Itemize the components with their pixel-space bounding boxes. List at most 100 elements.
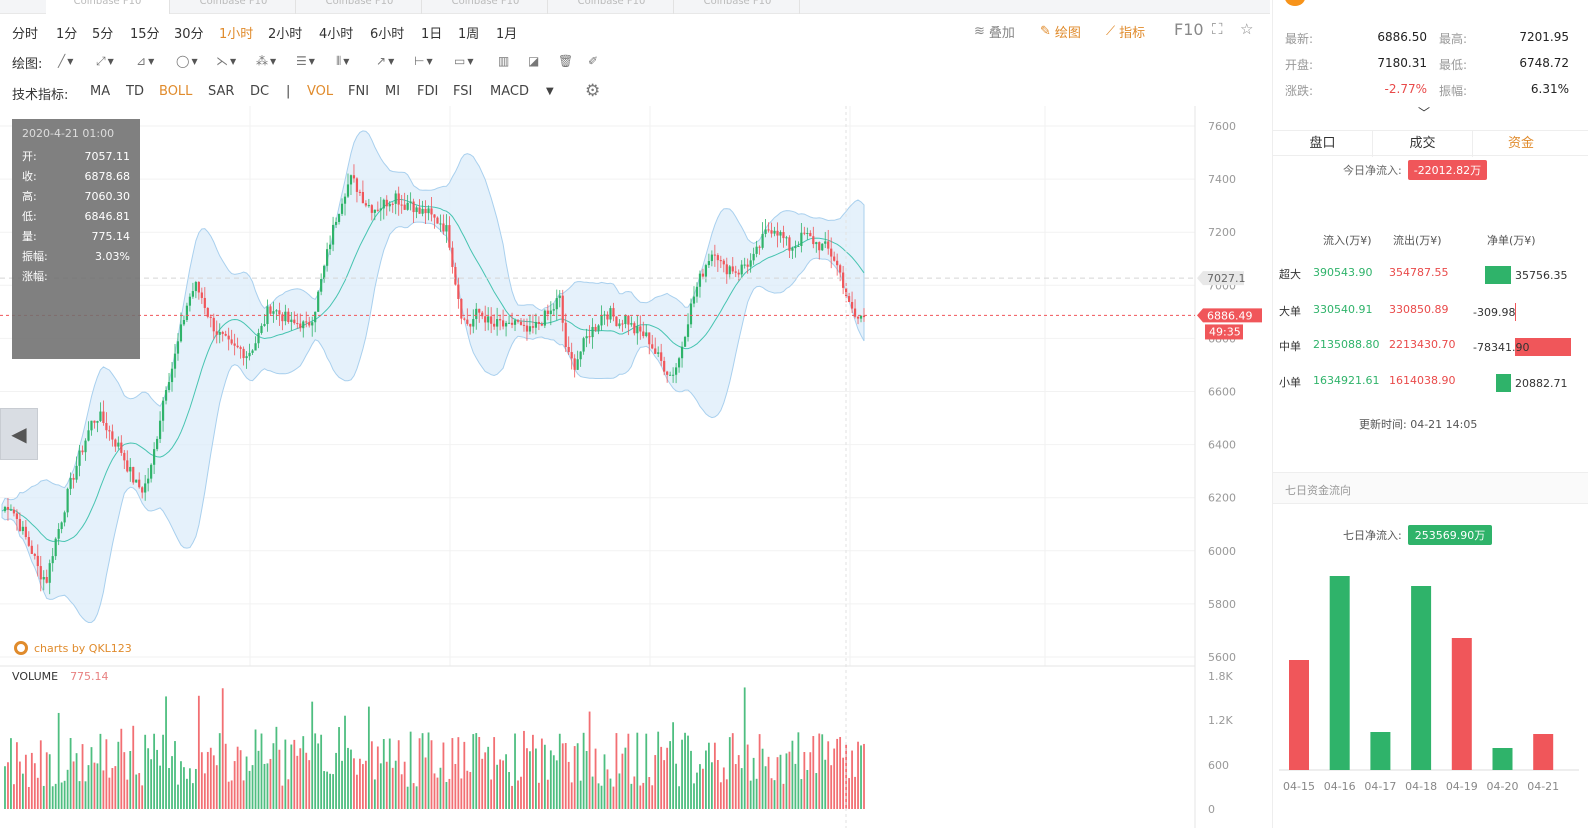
indicator-td[interactable]: TD (126, 84, 144, 99)
volume-bar (761, 748, 764, 809)
candle-body (847, 296, 851, 303)
interval-1mo[interactable]: 1月 (496, 27, 518, 42)
candle-body (543, 310, 546, 326)
interval-30m[interactable]: 30分 (174, 27, 204, 42)
gann-tool-icon[interactable]: ⦀ ▼ (336, 53, 350, 68)
interval-15m[interactable]: 15分 (130, 27, 160, 42)
indicator-boll[interactable]: BOLL (159, 84, 193, 99)
pattern-tool-icon[interactable]: ⁂ ▼ (256, 54, 277, 68)
candle-body (853, 308, 857, 317)
volume-bar (66, 769, 69, 809)
volume-bar (350, 749, 352, 809)
kline-chart-svg[interactable]: 7600740072007000680066006400620060005800… (0, 106, 1270, 828)
pitchfork-tool-icon[interactable]: ⋋ ▼ (216, 54, 237, 68)
volume-bar (209, 747, 212, 809)
indicator-fsi[interactable]: FSI (453, 84, 473, 99)
volume-bar (362, 764, 364, 809)
overlay-button[interactable]: ≋ 叠加 (974, 22, 1015, 41)
volume-bar (189, 768, 191, 809)
indicator-vol[interactable]: VOL (307, 84, 334, 99)
volume-bar (451, 738, 454, 809)
interval-6h[interactable]: 6小时 (370, 27, 405, 42)
exchange-tab[interactable]: Coinbase F10 (46, 0, 170, 14)
exchange-tab[interactable]: Coinbase F10 (550, 0, 674, 14)
interval-fenshi[interactable]: 分时 (12, 27, 39, 42)
candle-body (680, 346, 684, 359)
trash-icon[interactable]: 🗑 (558, 54, 574, 68)
fibonacci-tool-icon[interactable]: ☰ ▼ (296, 54, 315, 68)
indicator-button[interactable]: ⟋ 指标 (1106, 22, 1145, 41)
candle-body (147, 478, 150, 484)
interval-2h[interactable]: 2小时 (268, 27, 303, 42)
indicator-mi[interactable]: MI (385, 84, 401, 99)
indicator-fdi[interactable]: FDI (417, 84, 439, 99)
indicator-sar[interactable]: SAR (208, 84, 235, 99)
arrow-tool-icon[interactable]: ↗ ▼ (376, 54, 395, 68)
kline-chart[interactable]: 7600740072007000680066006400620060005800… (0, 106, 1270, 828)
candle-body (510, 322, 514, 325)
interval-1h[interactable]: 1小时 (219, 27, 254, 42)
line-tool-icon[interactable]: ╱ ▼ (58, 54, 74, 68)
ray-tool-icon[interactable]: ⤢ ▼ (96, 53, 114, 68)
f10-button[interactable]: F10 (1174, 20, 1204, 39)
candle-body (9, 509, 13, 511)
interval-5m[interactable]: 5分 (92, 27, 114, 42)
candle-body (278, 310, 281, 315)
tab-orderbook[interactable]: 盘口 (1273, 131, 1373, 157)
tab-funds[interactable]: 资金 (1507, 136, 1534, 151)
measure-tool-icon[interactable]: ⊢ ▼ (414, 54, 433, 68)
fullscreen-icon[interactable]: ⛶ (1212, 20, 1223, 38)
tab-trades[interactable]: 成交 (1373, 131, 1473, 157)
exchange-tab[interactable]: Coinbase F10 (424, 0, 548, 14)
candle-body (132, 466, 135, 483)
exchange-tab[interactable]: Coinbase F10 (172, 0, 296, 14)
volume-bar (827, 741, 830, 809)
volume-bar (684, 732, 686, 809)
circle-tool-icon[interactable]: ◯ ▼ (176, 54, 198, 68)
candle-body (349, 175, 353, 185)
indicator-more-icon[interactable]: ▼ (546, 86, 554, 97)
volume-bar (418, 738, 421, 809)
interval-1m[interactable]: 1分 (56, 27, 78, 42)
exchange-tab[interactable]: Coinbase F10 (298, 0, 422, 14)
gear-icon[interactable]: ⚙ (585, 81, 601, 101)
last-price-text: 6886.49 (1207, 309, 1253, 322)
volume-bar (403, 761, 406, 809)
candle-open-value: 7057.11 (84, 150, 131, 163)
volume-bar (227, 781, 230, 809)
chart-settings-tool-icon[interactable]: ◪ (528, 54, 540, 68)
volume-bar (490, 779, 493, 809)
seven-day-category-label: 04-20 (1487, 780, 1519, 793)
channel-tool-icon[interactable]: ⊿ ▼ (136, 54, 155, 68)
candle-body (320, 279, 323, 292)
interval-4h[interactable]: 4小时 (319, 27, 354, 42)
candle-body (135, 479, 138, 483)
chart-panel: Coinbase F10 Coinbase F10 Coinbase F10 C… (0, 0, 1270, 828)
draw-button[interactable]: ✎ 绘图 (1040, 22, 1081, 41)
indicator-macd[interactable]: MACD (490, 84, 529, 99)
quote-row: 开盘: 7180.31 最低: 6748.72 (1285, 56, 1575, 76)
eraser-icon[interactable]: ✐ (588, 54, 599, 68)
star-icon[interactable]: ☆ (1240, 20, 1254, 38)
bars-tool-icon[interactable]: ▥ (498, 54, 510, 68)
candle-body (436, 217, 439, 224)
indicator-ma[interactable]: MA (90, 84, 111, 99)
interval-1d[interactable]: 1日 (421, 27, 443, 42)
candle-body (412, 201, 415, 213)
comment-tool-icon[interactable]: ▭ ▼ (454, 54, 474, 68)
chevron-down-icon[interactable]: ﹀ (1418, 106, 1431, 120)
indicator-fni[interactable]: FNI (348, 84, 370, 99)
exchange-tab[interactable]: Coinbase F10 (676, 0, 800, 14)
candle-body (636, 326, 639, 334)
candle-body (373, 209, 376, 213)
scroll-left-button[interactable]: ◀ (0, 408, 38, 460)
seven-day-category-label: 04-15 (1283, 780, 1315, 793)
volume-bar (63, 780, 66, 809)
candle-body (448, 225, 451, 248)
volume-bar (845, 744, 848, 809)
interval-1w[interactable]: 1周 (458, 27, 480, 42)
candle-body (701, 273, 705, 277)
volume-bar (442, 742, 445, 809)
candle-body (126, 460, 129, 472)
indicator-dc[interactable]: DC (250, 84, 270, 99)
